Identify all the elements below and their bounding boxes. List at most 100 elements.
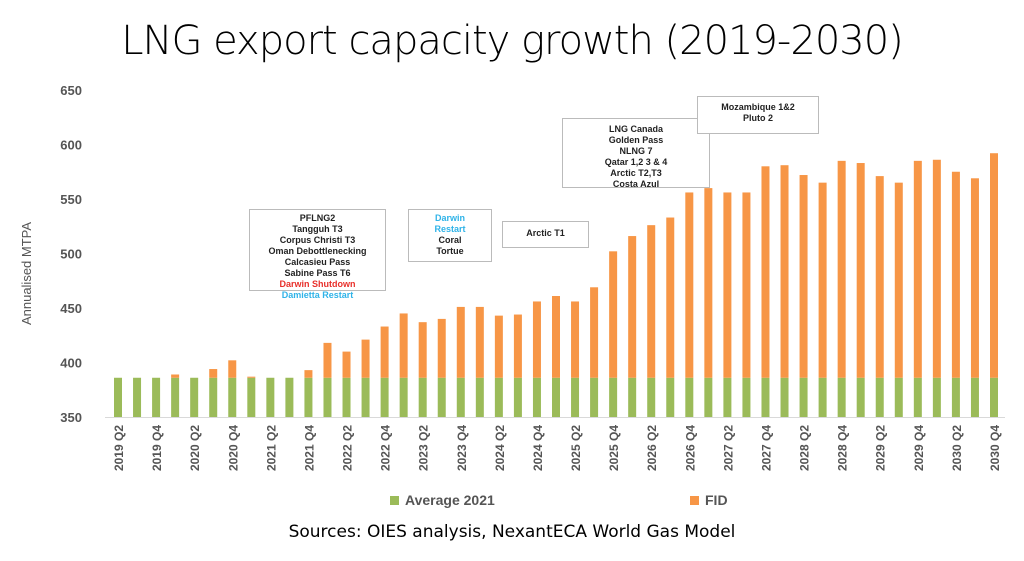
bar-fid [418,322,427,378]
annotation-line: Arctic T2,T3 [610,168,662,178]
annotation-line: Darwin [434,213,465,223]
bar-average-2021 [913,377,922,417]
bar-average-2021 [228,377,237,417]
bar-average-2021 [494,377,503,417]
bar-fid [666,217,675,378]
bar-fid [704,188,713,378]
x-tick-label: 2020 Q4 [226,425,240,471]
annotation-line: LNG Canada [608,124,663,134]
annotation-line: PFLNG2 [299,213,336,223]
bar-fid [780,165,789,378]
bar-average-2021 [380,377,389,417]
x-tick-label: 2026 Q2 [645,425,659,471]
bar-fid [761,166,770,378]
y-tick-label: 550 [60,192,82,207]
legend-label: Average 2021 [405,492,495,508]
bar-fid [875,176,884,378]
bar-average-2021 [990,377,998,417]
bar-average-2021 [818,377,827,417]
bar-average-2021 [780,377,789,417]
bar-fid [513,314,522,378]
bar-fid [609,251,618,378]
bar-average-2021 [590,377,599,417]
bar-fid [209,369,218,378]
bar-average-2021 [361,377,370,417]
x-tick-label: 2021 Q2 [264,425,278,471]
bar-fid [475,306,484,378]
bar-fid [342,351,351,378]
bar-average-2021 [209,377,218,417]
bar-average-2021 [704,377,713,417]
x-tick-label: 2030 Q4 [988,425,1002,471]
bar-average-2021 [647,377,656,417]
bar-average-2021 [114,377,122,417]
annotation-line: Qatar 1,2 3 & 4 [604,157,668,167]
annotation-line: Oman Debottlenecking [268,246,367,256]
bar-fid [990,153,998,378]
bar-fid [437,318,446,378]
bar-average-2021 [951,377,960,417]
bar-average-2021 [856,377,865,417]
bar-fid [361,339,370,378]
bar-fid [799,175,808,378]
bar-average-2021 [171,377,180,417]
x-tick-label: 2029 Q4 [912,425,926,471]
bar-average-2021 [742,377,751,417]
x-tick-label: 2024 Q4 [531,425,545,471]
bar-fid [171,374,180,378]
annotation-box: PFLNG2 Tangguh T3 Corpus Christi T3 Oman De… [249,209,386,300]
bar-fid [894,182,903,378]
x-tick-label: 2023 Q2 [417,425,431,471]
annotation-line: NLNG 7 [619,146,653,156]
bar-fid [628,236,637,378]
bar-fid [970,178,979,378]
bar-average-2021 [723,377,732,417]
bar-average-2021 [266,377,275,417]
bar-average-2021 [399,377,408,417]
annotation-line: Restart [434,224,466,234]
x-tick-label: 2020 Q2 [188,425,202,471]
x-tick-label: 2029 Q2 [874,425,888,471]
x-tick-label: 2024 Q2 [493,425,507,471]
bar-average-2021 [418,377,427,417]
y-axis-label: Annualised MTPA [19,222,34,325]
bar-average-2021 [837,377,846,417]
bar-average-2021 [323,377,332,417]
bar-average-2021 [628,377,637,417]
bar-fid [304,370,313,378]
x-tick-label: 2028 Q2 [798,425,812,471]
y-tick-label: 400 [60,356,82,371]
bar-fid [590,287,599,378]
x-tick-label: 2030 Q2 [950,425,964,471]
annotation-line: Sabine Pass T6 [284,268,351,278]
x-tick-label: 2022 Q4 [379,425,393,471]
annotation-line: Golden Pass [608,135,664,145]
annotation-line: Tangguh T3 [292,224,343,234]
bar-fid [399,313,408,378]
x-tick-label: 2019 Q2 [112,425,126,471]
bar-average-2021 [152,377,161,417]
x-tick-label: 2025 Q4 [607,425,621,471]
bar-fid [228,360,237,378]
bar-average-2021 [970,377,979,417]
chart-title: LNG export capacity growth (2019-2030) [121,18,904,64]
annotation-line: Damietta Restart [281,290,354,300]
bar-average-2021 [894,377,903,417]
annotation-line: Pluto 2 [742,113,773,123]
bar-average-2021 [513,377,522,417]
x-tick-label: 2028 Q4 [836,425,850,471]
annotation-box: Darwin Restart Coral Tortue [408,209,492,262]
annotation-line: Costa Azul [612,179,660,189]
bar-fid [647,225,656,378]
annotation-box: Arctic T1 [502,221,589,248]
bar-average-2021 [133,377,142,417]
y-tick-label: 350 [60,410,82,425]
annotation-box: LNG Canada Golden Pass NLNG 7 Qatar 1,2 3 &… [562,118,710,189]
x-tick-label: 2019 Q4 [150,425,164,471]
annotation-line: Corpus Christi T3 [279,235,356,245]
bar-average-2021 [875,377,884,417]
bar-fid [494,315,503,378]
x-tick-label: 2021 Q4 [302,425,316,471]
bar-fid [552,296,560,378]
annotation-line: Calcasieu Pass [284,257,351,267]
